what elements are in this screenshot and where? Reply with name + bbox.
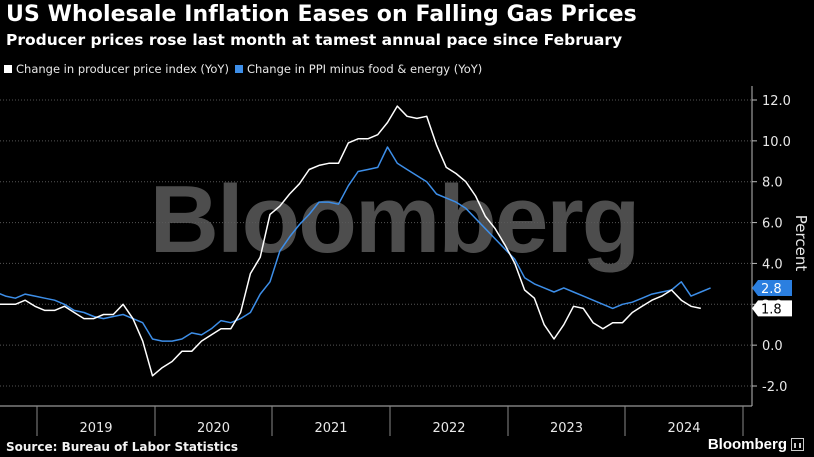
- source-note: Source: Bureau of Labor Statistics: [6, 440, 239, 454]
- brand-label: Bloomberg: [707, 436, 787, 453]
- y-tick-label: 12.0: [762, 94, 791, 109]
- y-tick-label: -2.0: [762, 380, 787, 395]
- x-tick-label: 2022: [432, 421, 465, 436]
- y-tick-label: 0.0: [762, 339, 783, 354]
- y-tick-label: 8.0: [762, 176, 783, 191]
- x-tick-label: 2019: [79, 421, 112, 436]
- end-label-ppi: 1.8: [752, 300, 792, 317]
- end-label-ppi-text: 1.8: [761, 302, 782, 317]
- legend-swatch-ppi: [4, 65, 12, 73]
- x-tick-label: 2020: [197, 421, 230, 436]
- x-tick-label: 2021: [314, 421, 347, 436]
- legend: Change in producer price index (YoY) Cha…: [4, 61, 488, 77]
- chart-subtitle: Producer prices rose last month at tames…: [6, 31, 623, 49]
- y-axis-title: Percent: [792, 215, 810, 272]
- legend-label-core: Change in PPI minus food & energy (YoY): [246, 62, 483, 76]
- legend-label-ppi: Change in producer price index (YoY): [16, 62, 229, 76]
- watermark: Bloomberg: [150, 166, 639, 273]
- chart-title: US Wholesale Inflation Eases on Falling …: [6, 2, 637, 27]
- end-label-core-text: 2.8: [761, 282, 782, 297]
- brand-chart-icon: [791, 438, 804, 451]
- legend-item-ppi: Change in producer price index (YoY): [4, 62, 229, 76]
- legend-item-core: Change in PPI minus food & energy (YoY): [234, 62, 483, 76]
- series-line-ppi: [0, 105, 701, 377]
- end-label-core-box: [752, 279, 792, 296]
- x-tick-label: 2024: [667, 421, 700, 436]
- series-line-core: [0, 146, 711, 342]
- end-label-ppi-box: [752, 300, 792, 317]
- legend-swatch-core: [234, 65, 243, 73]
- y-tick-label: 10.0: [762, 135, 791, 150]
- y-tick-label: 4.0: [762, 257, 783, 272]
- end-label-core: 2.8: [752, 279, 792, 297]
- x-tick-label: 2023: [550, 421, 583, 436]
- brand-logo: Bloomberg: [708, 436, 804, 453]
- y-tick-label: 6.0: [762, 217, 783, 232]
